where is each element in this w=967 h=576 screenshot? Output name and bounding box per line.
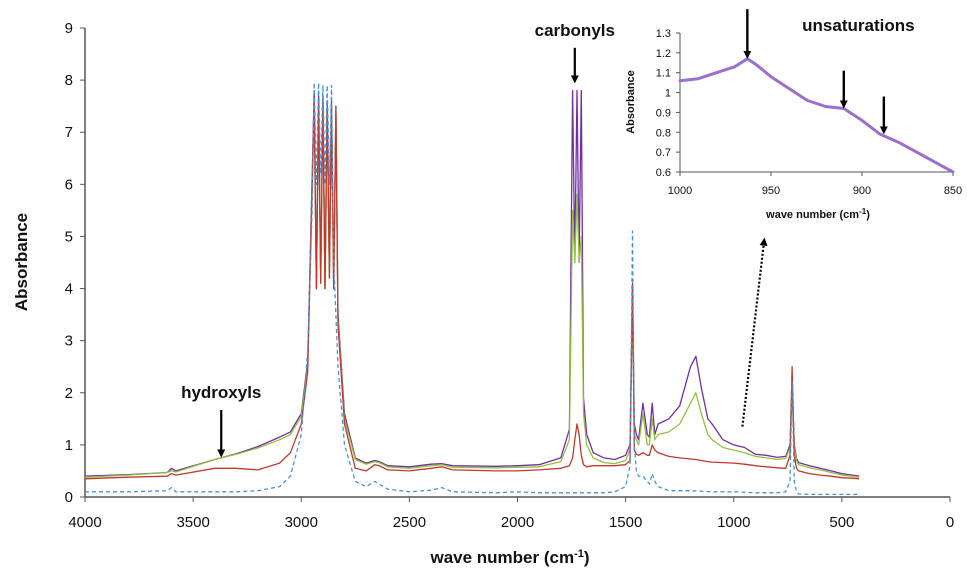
main-x-tick-label: 4000 [68, 514, 101, 531]
main-y-tick-label: 5 [65, 228, 73, 245]
inset-y-tick-label: 0.9 [656, 107, 671, 119]
main-y-tick-label: 8 [65, 72, 73, 89]
inset-y-tick-label: 0.8 [656, 127, 671, 139]
main-y-tick-label: 3 [65, 333, 73, 350]
inset-annotation-label: unsaturations [802, 16, 914, 35]
main-x-tick-label: 500 [829, 514, 854, 531]
inset-x-axis-title: wave number (cm-1) [765, 207, 870, 222]
main-x-tick-label: 2500 [393, 514, 426, 531]
main-y-tick-label: 4 [65, 281, 73, 298]
inset-y-tick-label: 1.2 [656, 48, 671, 60]
inset-y-tick-label: 0.6 [656, 167, 671, 179]
main-y-tick-label: 0 [65, 489, 73, 506]
inset-x-tick-label: 850 [944, 185, 962, 197]
inset-x-tick-label: 900 [853, 185, 871, 197]
inset-series-line [678, 57, 955, 174]
inset-x-tick-label: 1000 [668, 185, 692, 197]
main-y-tick-label: 6 [65, 176, 73, 193]
inset-callout-arrow [741, 237, 768, 427]
annotation-label: hydroxyls [181, 383, 261, 402]
inset-x-tick-label: 950 [762, 185, 780, 197]
main-y-axis-title: Absorbance [12, 213, 31, 311]
annotation-label: carbonyls [535, 21, 615, 40]
main-y-tick-label: 1 [65, 437, 73, 454]
inset-y-tick-label: 1 [665, 88, 671, 100]
spectrum-series-line [85, 82, 860, 496]
inset-y-tick-label: 1.1 [656, 68, 671, 80]
inset-y-axis-title: Absorbance [625, 70, 637, 134]
main-y-tick-label: 9 [65, 20, 73, 37]
inset-y-tick-label: 0.7 [656, 147, 671, 159]
main-x-tick-label: 3500 [176, 514, 209, 531]
main-x-tick-label: 1000 [717, 514, 750, 531]
main-x-tick-label: 0 [946, 514, 954, 531]
main-y-tick-label: 2 [65, 385, 73, 402]
inset-y-tick-label: 1.3 [656, 28, 671, 40]
main-x-tick-label: 2000 [501, 514, 534, 531]
main-y-tick-label: 7 [65, 124, 73, 141]
main-x-tick-label: 1500 [609, 514, 642, 531]
main-x-tick-label: 3000 [285, 514, 318, 531]
main-x-axis-title: wave number (cm-1) [429, 548, 589, 567]
spectrum-series-line [84, 100, 860, 480]
